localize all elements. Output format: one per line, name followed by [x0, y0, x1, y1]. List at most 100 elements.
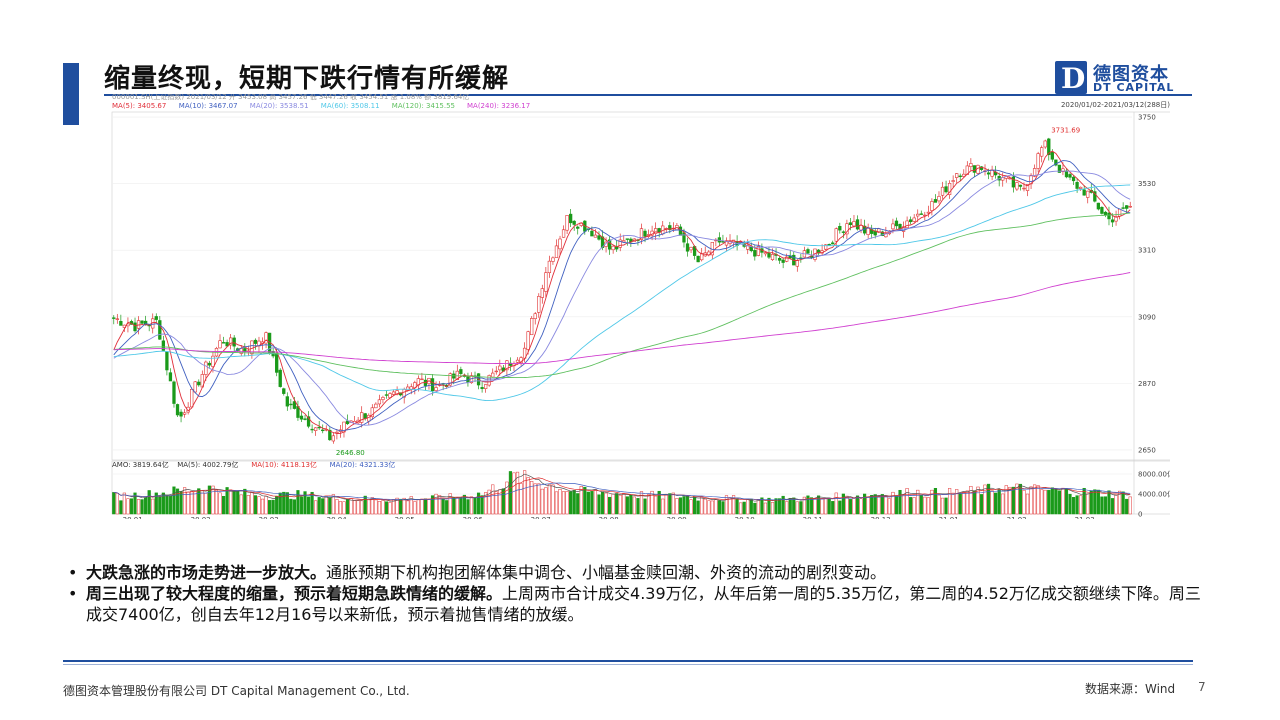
candle	[278, 368, 282, 388]
volume-bar	[1089, 490, 1093, 515]
ma-legend-item: MA(10): 3467.07	[179, 102, 238, 110]
volume-bar	[342, 501, 346, 515]
candle-body	[136, 320, 141, 329]
volume-bar	[608, 496, 612, 515]
volume-bar	[119, 500, 123, 515]
volume-bar	[951, 492, 955, 515]
candle	[944, 180, 948, 194]
volume-bar	[459, 497, 463, 515]
volume-bar	[551, 484, 555, 515]
candle	[391, 389, 396, 397]
candle-body	[1093, 191, 1097, 202]
candle-body	[979, 166, 984, 170]
candle	[884, 226, 888, 238]
candle-body	[314, 427, 318, 431]
volume-bar	[636, 498, 640, 515]
candle-body	[1043, 140, 1047, 148]
candle	[926, 205, 931, 218]
candle	[979, 165, 984, 172]
candle-body	[182, 412, 187, 415]
volume-bar	[572, 490, 576, 515]
candle-body	[547, 260, 552, 274]
candle	[225, 339, 229, 347]
bullet-list: 大跌急涨的市场走势进一步放大。通胀预期下机构抱团解体集中调仓、小幅基金赎回潮、外…	[68, 562, 1208, 625]
volume-bar	[909, 497, 913, 515]
candle	[611, 244, 615, 254]
candle-body	[498, 365, 502, 371]
candle	[193, 381, 197, 394]
candle-body	[838, 226, 842, 231]
candle-body	[285, 396, 289, 407]
volume-bar	[126, 498, 130, 515]
candle-body	[253, 339, 258, 344]
candle	[689, 246, 693, 253]
candle	[508, 357, 513, 372]
candle-body	[158, 320, 162, 340]
volume-bar	[207, 485, 211, 515]
candle-body	[668, 225, 672, 230]
candle-body	[331, 435, 335, 442]
candle	[299, 410, 304, 422]
candle-body	[831, 242, 835, 245]
volume-bar	[1001, 493, 1005, 515]
candle	[855, 215, 860, 231]
candle-body	[554, 245, 559, 258]
volume-bar	[1011, 486, 1015, 515]
volume-legend-item: AMO: 3819.64亿	[112, 460, 169, 469]
volume-bar	[721, 501, 725, 515]
candle-body	[119, 320, 123, 326]
candle	[154, 313, 158, 324]
candle-body	[1018, 184, 1023, 187]
volume-bar	[154, 492, 158, 515]
volume-bar	[894, 495, 899, 515]
volume-bar	[735, 498, 739, 515]
volume-bar	[264, 496, 268, 515]
candle-body	[781, 259, 785, 263]
volume-bar	[530, 481, 534, 515]
volume-bar	[848, 499, 853, 515]
candle-body	[218, 340, 222, 349]
volume-bar	[416, 499, 420, 515]
volume-bar	[487, 489, 491, 515]
volume-bar	[466, 499, 470, 515]
candle	[377, 394, 382, 408]
candle	[168, 368, 173, 382]
volume-bar	[767, 497, 771, 515]
candle-body	[172, 381, 176, 404]
candle	[976, 164, 980, 175]
candle	[717, 232, 722, 246]
candle	[533, 311, 537, 325]
volume-bar	[349, 498, 353, 515]
x-tick-label: 21.02	[1007, 516, 1027, 519]
volume-bar	[236, 490, 240, 515]
volume-bar	[505, 481, 509, 515]
footer-rule	[63, 660, 1193, 662]
candle-body	[360, 412, 364, 423]
volume-bar	[1057, 490, 1061, 515]
candle-body	[179, 411, 183, 417]
candle	[724, 237, 729, 252]
candle	[455, 364, 459, 380]
volume-bar	[232, 490, 236, 515]
volume-bar	[331, 494, 335, 515]
candle	[838, 222, 842, 234]
candle	[576, 225, 580, 235]
candle-body	[593, 234, 598, 238]
volume-bar	[703, 498, 707, 515]
candle	[328, 427, 332, 441]
volume-bar	[763, 502, 768, 515]
volume-bar	[955, 489, 959, 515]
candle	[229, 334, 233, 350]
candle-body	[777, 258, 782, 261]
volume-bar	[1022, 489, 1026, 515]
volume-bar	[129, 498, 134, 515]
candle-body	[1121, 207, 1125, 209]
candle	[568, 209, 573, 228]
volume-bar	[165, 494, 169, 515]
candle	[207, 360, 212, 368]
volume-bar	[760, 497, 764, 515]
candle-body	[576, 226, 580, 229]
volume-bar	[816, 495, 821, 515]
volume-bar	[491, 484, 495, 515]
candle	[551, 256, 555, 265]
